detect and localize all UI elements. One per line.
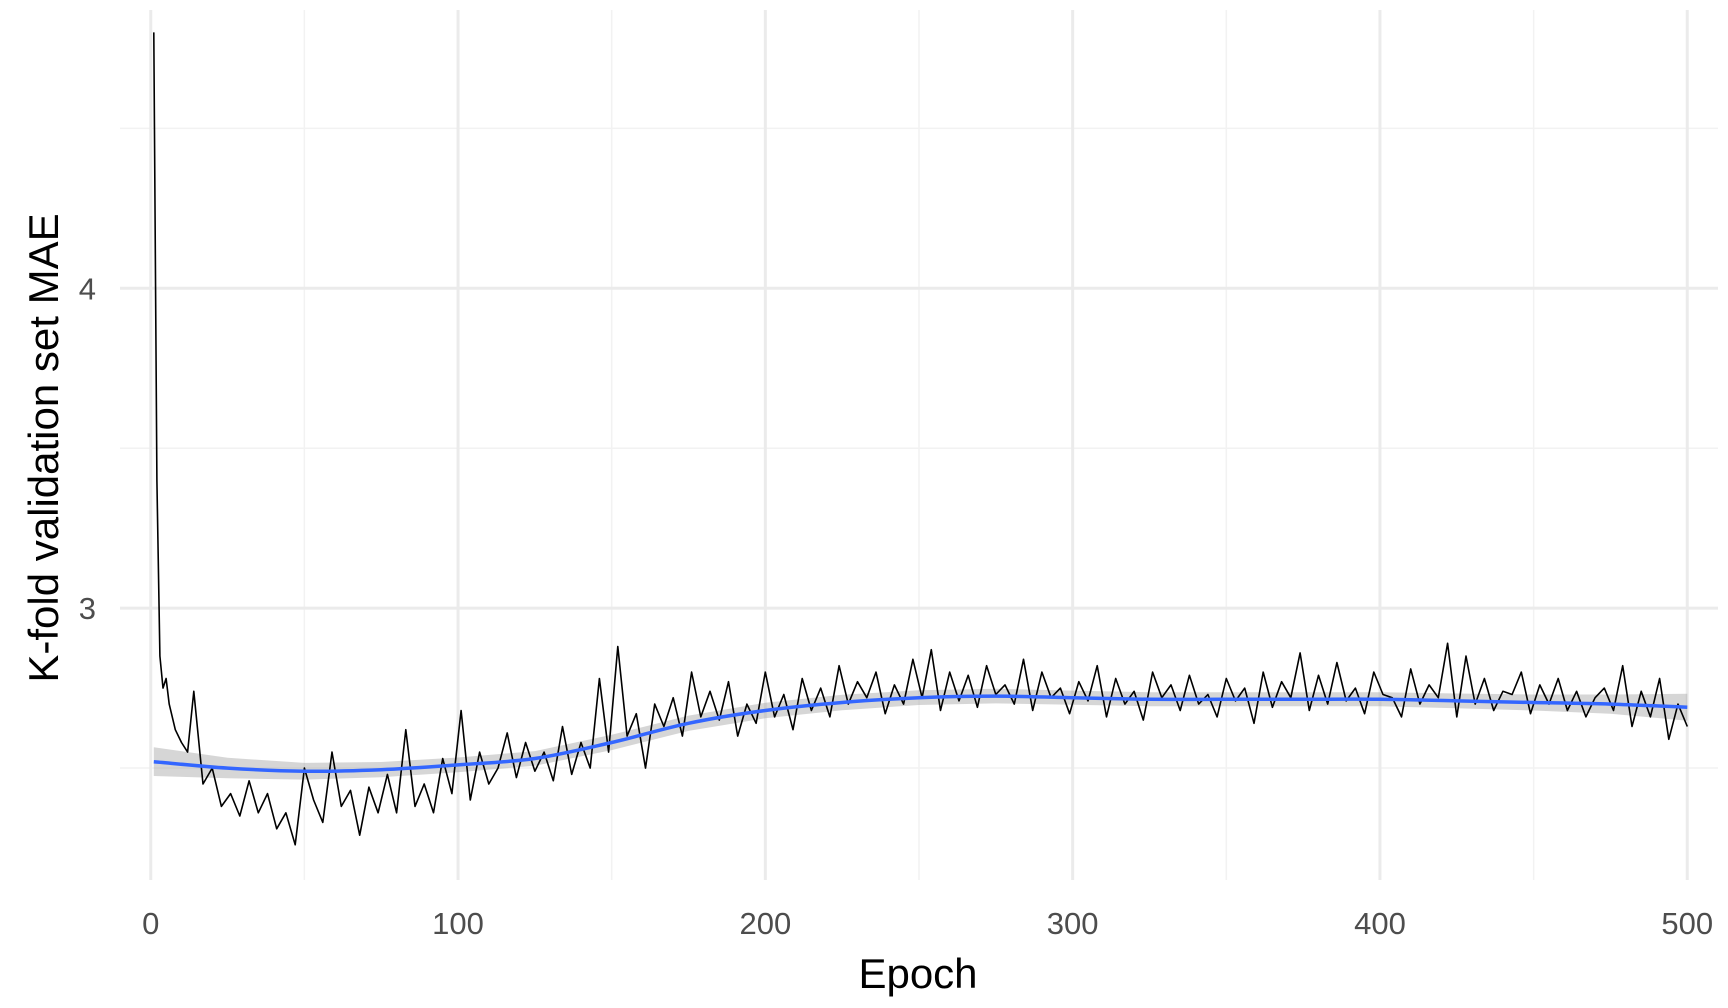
raw-mae-line <box>153 32 1689 846</box>
y-tick-labels: 34 <box>79 271 96 626</box>
x-tick-label: 200 <box>739 906 791 941</box>
x-tick-label: 100 <box>432 906 484 941</box>
x-tick-label: 0 <box>142 906 159 941</box>
minor-gridlines <box>120 10 1718 880</box>
x-tick-label: 500 <box>1661 906 1713 941</box>
y-axis-title: K-fold validation set MAE <box>20 213 67 682</box>
x-tick-labels: 0 100 200 300 400 500 <box>142 906 1713 941</box>
y-tick-label: 4 <box>79 271 96 306</box>
x-axis-title: Epoch <box>858 950 977 997</box>
x-tick-label: 400 <box>1354 906 1406 941</box>
smoothed-trend-line <box>153 694 1688 774</box>
x-tick-label: 300 <box>1047 906 1099 941</box>
y-tick-label: 3 <box>79 591 96 626</box>
